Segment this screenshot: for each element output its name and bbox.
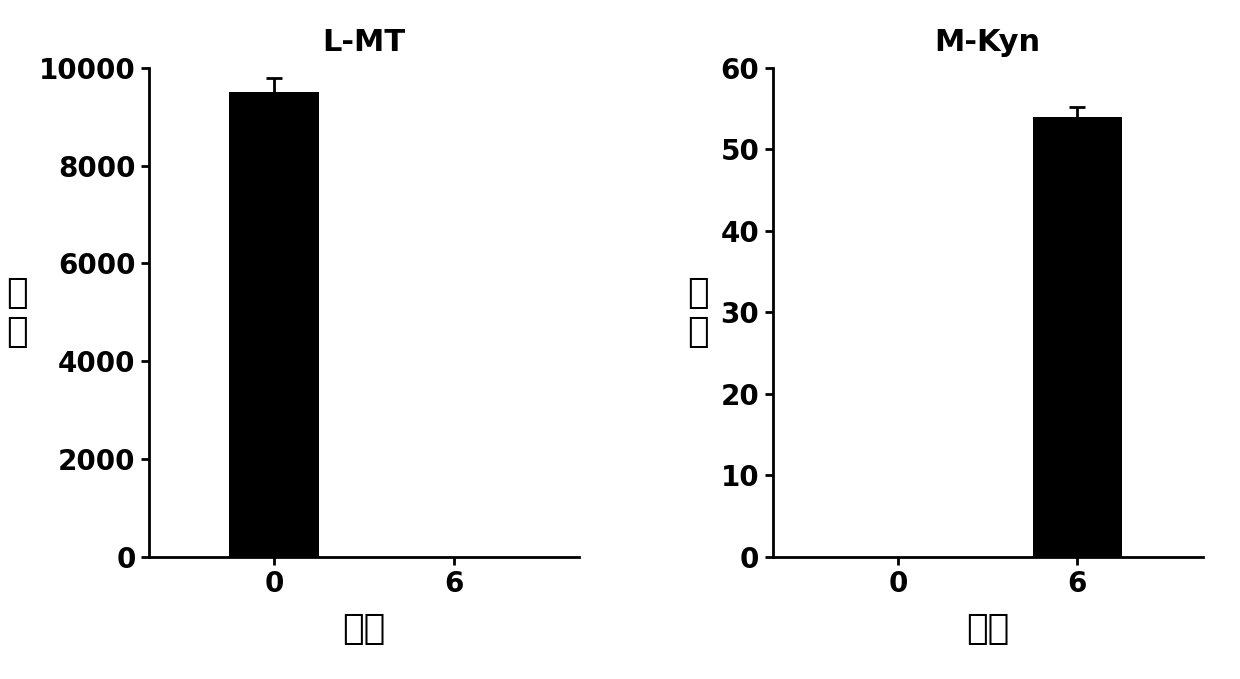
Title: M-Kyn: M-Kyn xyxy=(935,29,1040,57)
Bar xyxy=(229,92,319,557)
Bar xyxy=(1033,117,1122,557)
Y-axis label: 强
度: 强 度 xyxy=(6,276,27,349)
X-axis label: 天数: 天数 xyxy=(342,612,386,646)
X-axis label: 天数: 天数 xyxy=(966,612,1009,646)
Title: L-MT: L-MT xyxy=(322,29,405,57)
Y-axis label: 强
度: 强 度 xyxy=(687,276,709,349)
